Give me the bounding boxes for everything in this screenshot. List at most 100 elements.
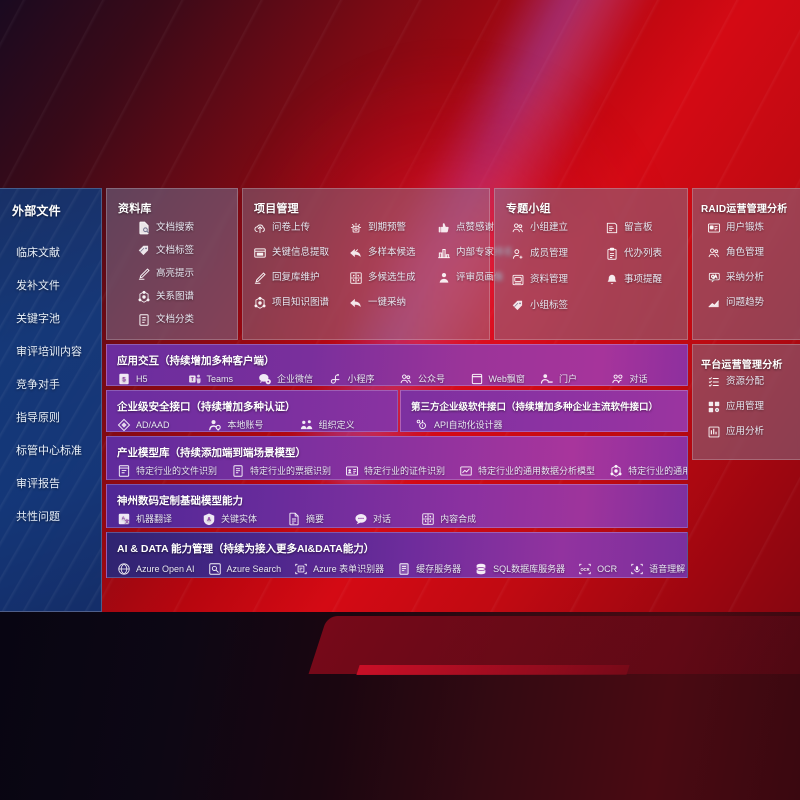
item-application-management[interactable]: 应用管理	[707, 400, 794, 414]
item-label: 关键信息提取	[272, 247, 330, 259]
sidebar-item-common-issues[interactable]: 共性问题	[16, 511, 60, 523]
item-reply-library-maintain[interactable]: 回复库维护	[253, 271, 347, 285]
item-questionnaire-upload[interactable]: 问卷上传	[253, 221, 347, 235]
item-member-management[interactable]: 成员管理	[511, 247, 603, 261]
item-resource-allocation[interactable]: 资源分配	[707, 375, 794, 389]
band-security-items: AD/AAD 本地账号 组织定义	[117, 418, 391, 431]
item-teams[interactable]: T Teams	[188, 372, 259, 385]
wecom-icon	[258, 372, 272, 385]
item-label: 关系图谱	[156, 291, 195, 303]
item-label: 采纳分析	[726, 272, 765, 284]
item-group-create[interactable]: 小组建立	[511, 221, 603, 235]
item-ad-aad[interactable]: AD/AAD	[117, 418, 208, 431]
item-document-search[interactable]: 文档搜索	[137, 221, 231, 235]
item-dialog[interactable]: 对话	[611, 372, 682, 385]
item-sql-database-server[interactable]: SQL数据库服务器	[474, 562, 565, 576]
item-issue-trend[interactable]: 问题趋势	[707, 296, 794, 310]
item-label: 到期预警	[368, 222, 407, 234]
item-summary[interactable]: 摘要	[287, 512, 324, 526]
panel-group-items: 小组建立 留言板 成员管理 代办列表 资料管理	[511, 221, 681, 313]
people-group-icon	[707, 246, 721, 260]
html5-icon: 5	[117, 372, 131, 385]
band-security-title: 企业级安全接口（持续增加多种认证）	[117, 401, 296, 413]
item-multi-candidate-generate[interactable]: 多候选生成	[349, 271, 435, 285]
item-label: 代办列表	[624, 248, 663, 260]
item-local-account[interactable]: 本地账号	[208, 418, 299, 431]
sidebar-item-supplement-files[interactable]: 发补文件	[16, 280, 60, 292]
item-label: OCR	[597, 563, 618, 574]
sidebar-item-keyword-pool[interactable]: 关键字池	[16, 313, 60, 325]
item-user-training[interactable]: 用户锻炼	[707, 221, 794, 235]
item-project-knowledge-graph[interactable]: 项目知识图谱	[253, 296, 347, 310]
band-enterprise-security: 企业级安全接口（持续增加多种认证） AD/AAD 本地账号 组织定义	[106, 390, 398, 432]
id-card-icon	[707, 221, 721, 235]
graph-network-icon	[137, 290, 151, 304]
sidebar-item-clinical-literature[interactable]: 临床文献	[16, 247, 60, 259]
sidebar-item-review-training[interactable]: 审评培训内容	[16, 346, 82, 358]
item-label: 特定行业的文件识别	[136, 465, 218, 476]
item-azure-search[interactable]: Azure Search	[208, 562, 281, 576]
band-app-items: 5 H5 T Teams 企业微信 小程序 公众号	[117, 372, 682, 385]
item-azure-openai[interactable]: Azure Open AI	[117, 562, 195, 576]
item-label: 内容合成	[440, 513, 477, 524]
item-application-analysis[interactable]: 应用分析	[707, 425, 794, 439]
item-document-tag[interactable]: 文档标签	[137, 244, 231, 258]
file-recognize-icon	[117, 464, 131, 478]
item-one-click-adopt[interactable]: 一键采纳	[349, 296, 435, 310]
item-highlight-hint[interactable]: 高亮提示	[137, 267, 231, 281]
item-content-synthesis[interactable]: 内容合成	[421, 512, 476, 526]
sidebar-item-guidelines[interactable]: 指导原则	[16, 412, 60, 424]
item-label: AD/AAD	[136, 419, 170, 430]
item-industry-id-recognition[interactable]: 特定行业的证件识别	[345, 464, 445, 478]
item-multi-sample-candidates[interactable]: 多样本候选	[349, 246, 435, 260]
item-adoption-analysis[interactable]: QA 采纳分析	[707, 271, 794, 285]
item-industry-data-analysis-model[interactable]: 特定行业的通用数据分析模型	[459, 464, 595, 478]
item-expiry-alert[interactable]: 到期预警	[349, 221, 435, 235]
item-chat[interactable]: 对话	[354, 512, 391, 526]
item-speech-understanding[interactable]: 语音理解	[630, 562, 685, 576]
item-role-management[interactable]: 角色管理	[707, 246, 794, 260]
item-label: 应用管理	[726, 401, 765, 413]
tag-icon	[137, 244, 151, 258]
item-like-thanks[interactable]: 点赞感谢	[437, 221, 513, 235]
item-web-popup[interactable]: Web飘窗	[470, 372, 541, 385]
item-industry-knowledge-graph-model[interactable]: 特定行业的通用知识图谱模型	[609, 464, 687, 478]
item-label: 问卷上传	[272, 222, 311, 234]
item-portal[interactable]: 门户	[540, 372, 611, 385]
item-internal-expert-ranking[interactable]: 内部专家排名	[437, 246, 513, 260]
item-message-board[interactable]: 留言板	[605, 221, 681, 235]
item-label: 对话	[373, 513, 392, 524]
person-key-icon	[208, 418, 222, 431]
item-ocr[interactable]: OCR OCR	[578, 562, 617, 576]
item-miniprogram[interactable]: 小程序	[329, 372, 400, 385]
arrow-back-multi-icon	[349, 246, 363, 260]
item-industry-file-recognition[interactable]: 特定行业的文件识别	[117, 464, 217, 478]
item-cache-server[interactable]: 缓存服务器	[397, 562, 461, 576]
item-label: 对话	[629, 373, 648, 384]
item-reviewer-portrait[interactable]: 评审员画像	[437, 271, 513, 285]
item-document-category[interactable]: 文档分类	[137, 313, 231, 327]
sidebar-item-standards-center[interactable]: 标管中心标准	[16, 445, 82, 457]
item-industry-receipt-recognition[interactable]: 特定行业的票据识别	[231, 464, 331, 478]
arrow-back-icon	[349, 296, 363, 310]
item-key-entity[interactable]: A 关键实体	[202, 512, 257, 526]
item-relation-graph[interactable]: 关系图谱	[137, 290, 231, 304]
item-api-designer[interactable]: API自动化设计器	[415, 418, 503, 431]
item-matter-reminder[interactable]: 事项提醒	[605, 273, 681, 287]
item-wecom[interactable]: 企业微信	[258, 372, 329, 385]
item-group-tag[interactable]: 小组标签	[511, 299, 603, 313]
sidebar-item-competitors[interactable]: 竞争对手	[16, 379, 60, 391]
item-key-info-extract[interactable]: 关键信息提取	[253, 246, 347, 260]
person-add-icon	[511, 247, 525, 261]
item-material-management[interactable]: 资料管理	[511, 273, 603, 287]
archive-box-icon	[511, 273, 525, 287]
item-azure-form-recognizer[interactable]: Azure 表单识别器	[294, 562, 384, 576]
search-box-icon	[208, 562, 222, 576]
item-org-definition[interactable]: 组织定义	[300, 418, 391, 431]
item-official-account[interactable]: 公众号	[399, 372, 470, 385]
item-h5[interactable]: 5 H5	[117, 372, 188, 385]
item-todo-list[interactable]: 代办列表	[605, 247, 681, 261]
item-label: 语音理解	[649, 563, 686, 574]
sidebar-item-review-report[interactable]: 审评报告	[16, 478, 60, 490]
